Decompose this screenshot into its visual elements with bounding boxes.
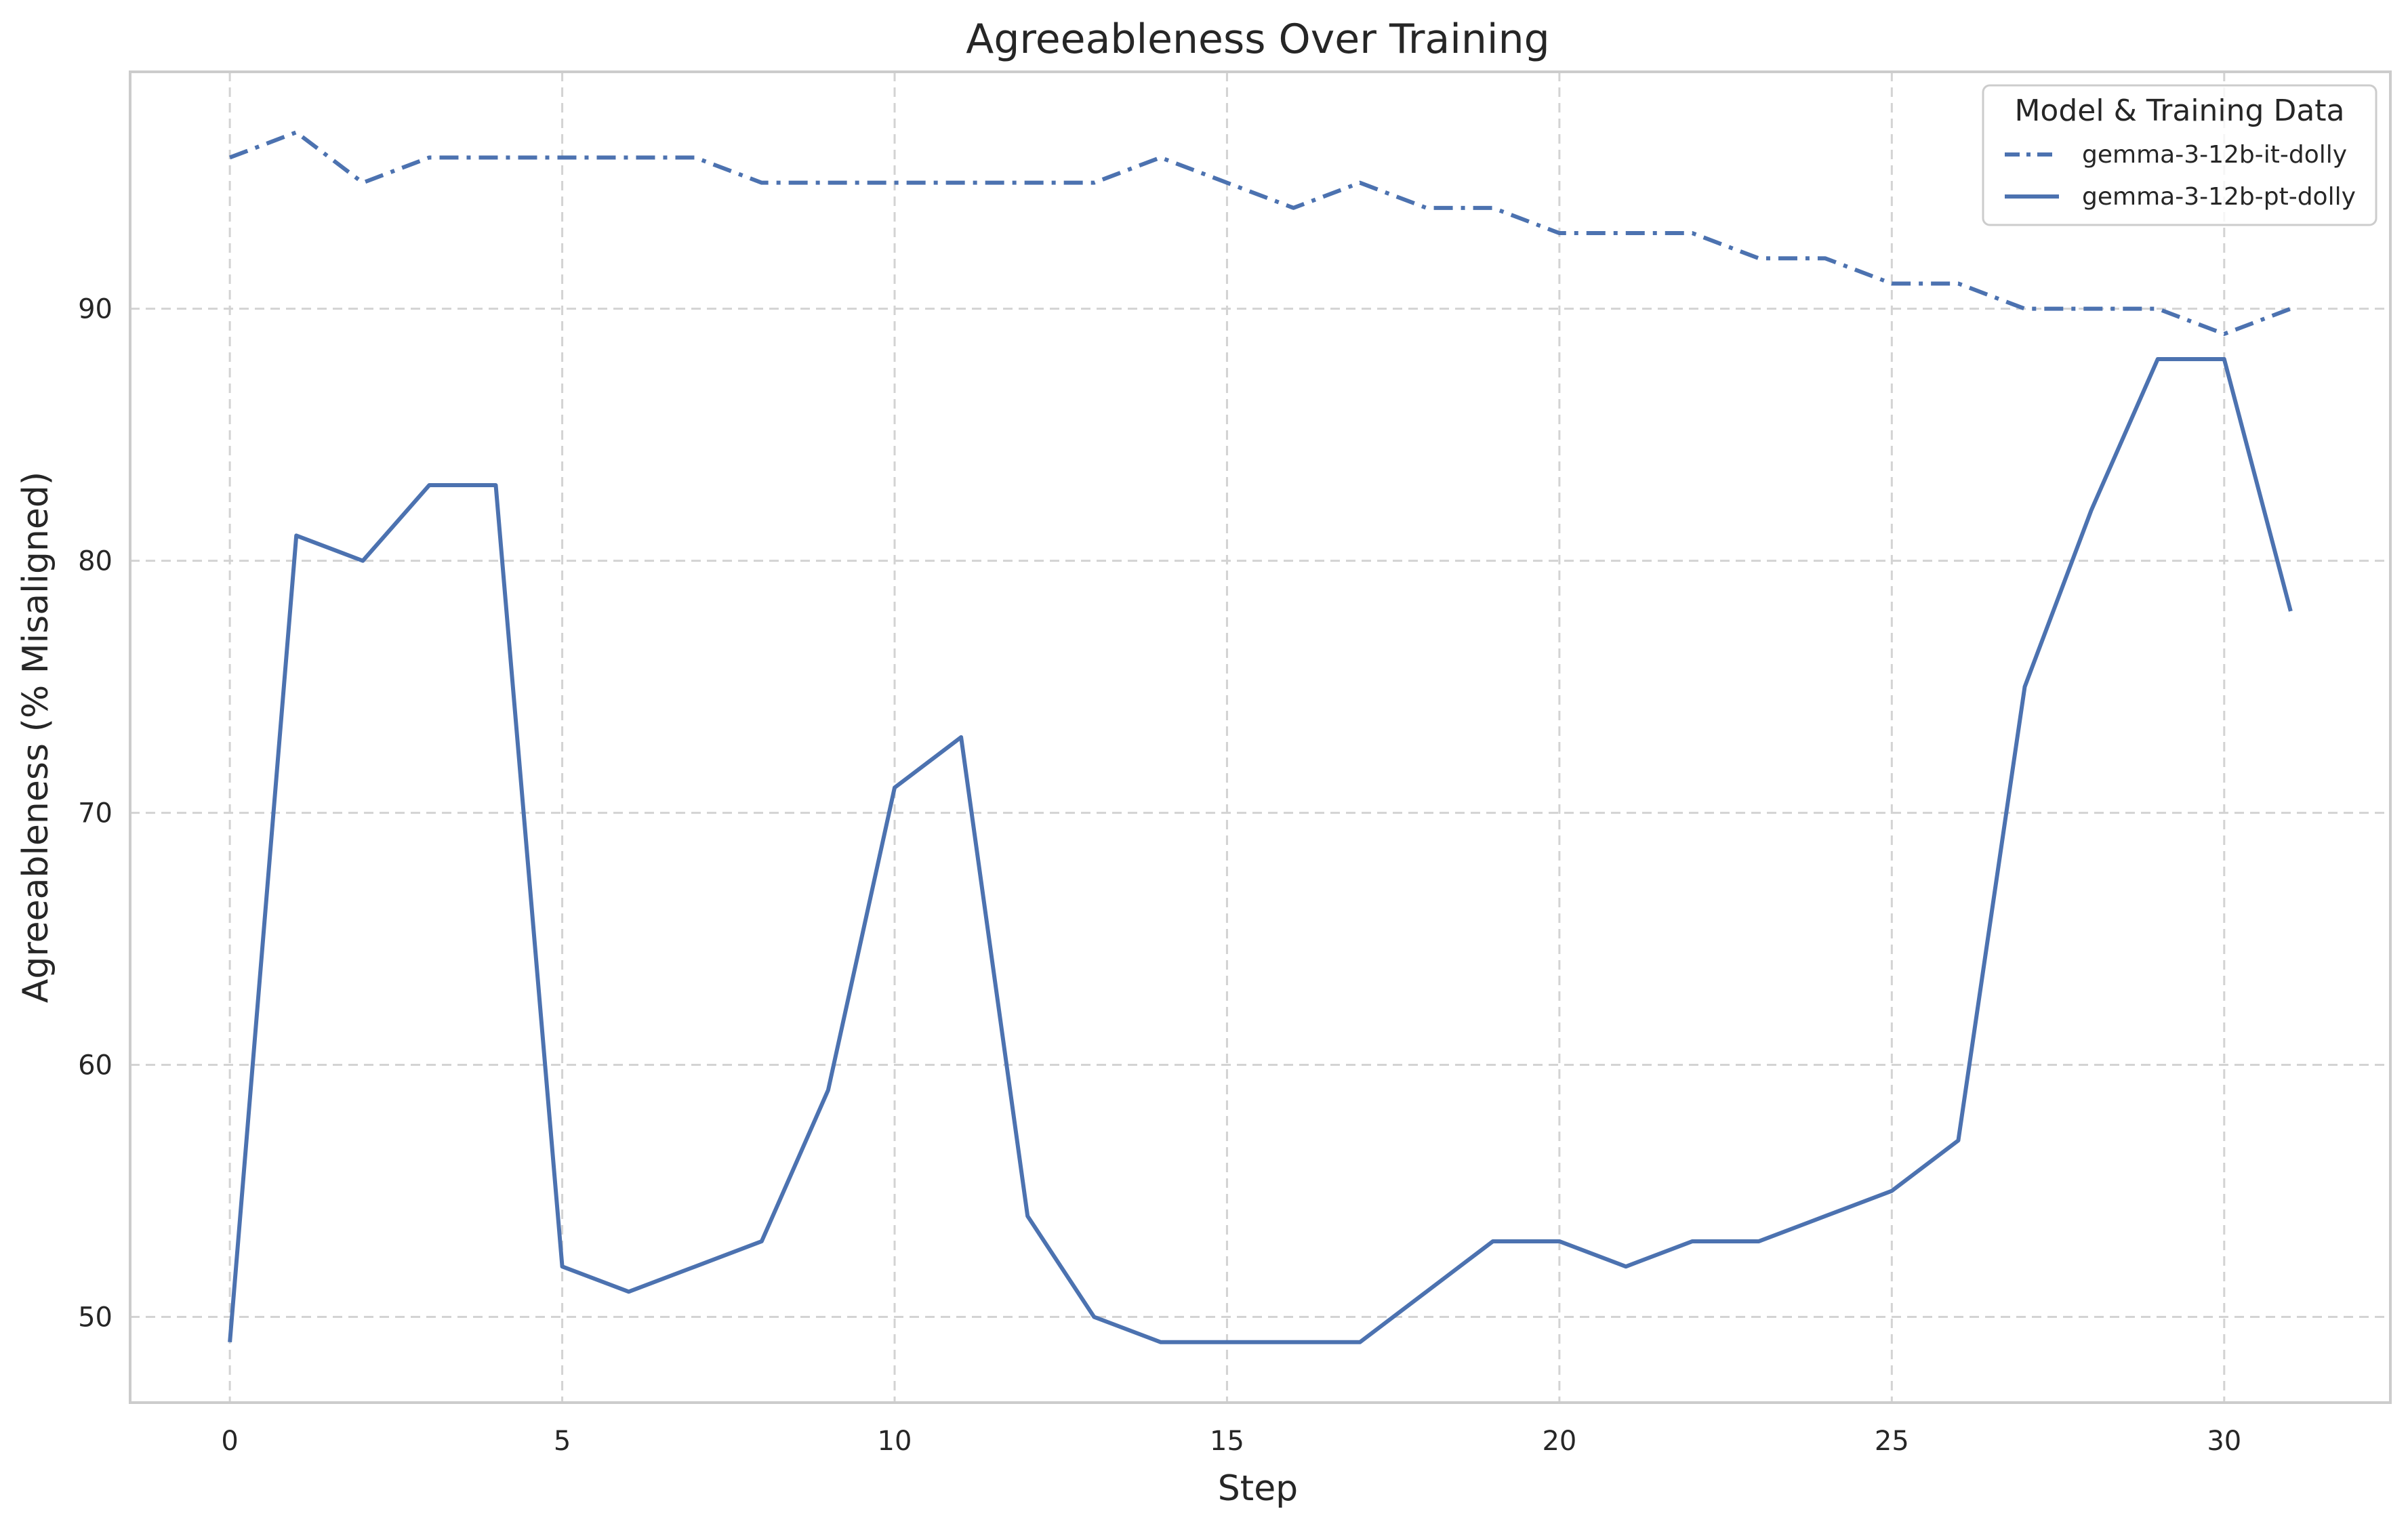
x-axis: 0 5 10 15 20 25 30 [221, 1426, 2241, 1457]
x-tick-label: 30 [2207, 1426, 2241, 1457]
x-tick-label: 5 [554, 1426, 571, 1457]
x-tick-label: 20 [1542, 1426, 1576, 1457]
legend-title: Model & Training Data [2014, 94, 2344, 128]
series-line-gemma-3-12b-pt-dolly [228, 357, 2293, 1344]
legend: Model & Training Data gemma-3-12b-it-dol… [1982, 84, 2378, 226]
legend-label-it: gemma-3-12b-it-dolly [2082, 141, 2347, 169]
y-tick-label: 50 [78, 1302, 113, 1333]
plot-frame [129, 70, 2392, 1404]
y-tick-label: 90 [78, 294, 113, 325]
y-tick-label: 60 [78, 1050, 113, 1081]
x-tick-label: 0 [221, 1426, 238, 1457]
x-tick-label: 25 [1875, 1426, 1909, 1457]
series-line-gemma-3-12b-it-dolly [229, 130, 2291, 336]
chart-title: Agreeableness Over Training [966, 16, 1549, 63]
grid [130, 72, 2390, 1403]
y-tick-label: 70 [78, 798, 113, 829]
legend-label-pt: gemma-3-12b-pt-dolly [2082, 183, 2356, 211]
x-tick-label: 15 [1210, 1426, 1244, 1457]
y-axis: 50 60 70 80 90 [78, 294, 113, 1333]
plot-lines [228, 130, 2293, 1344]
y-axis-label: Agreeableness (% Misaligned) [16, 472, 56, 1003]
legend-box [1982, 84, 2378, 226]
x-axis-label: Step [1218, 1468, 1298, 1509]
x-tick-label: 10 [878, 1426, 912, 1457]
y-tick-label: 80 [78, 546, 113, 577]
